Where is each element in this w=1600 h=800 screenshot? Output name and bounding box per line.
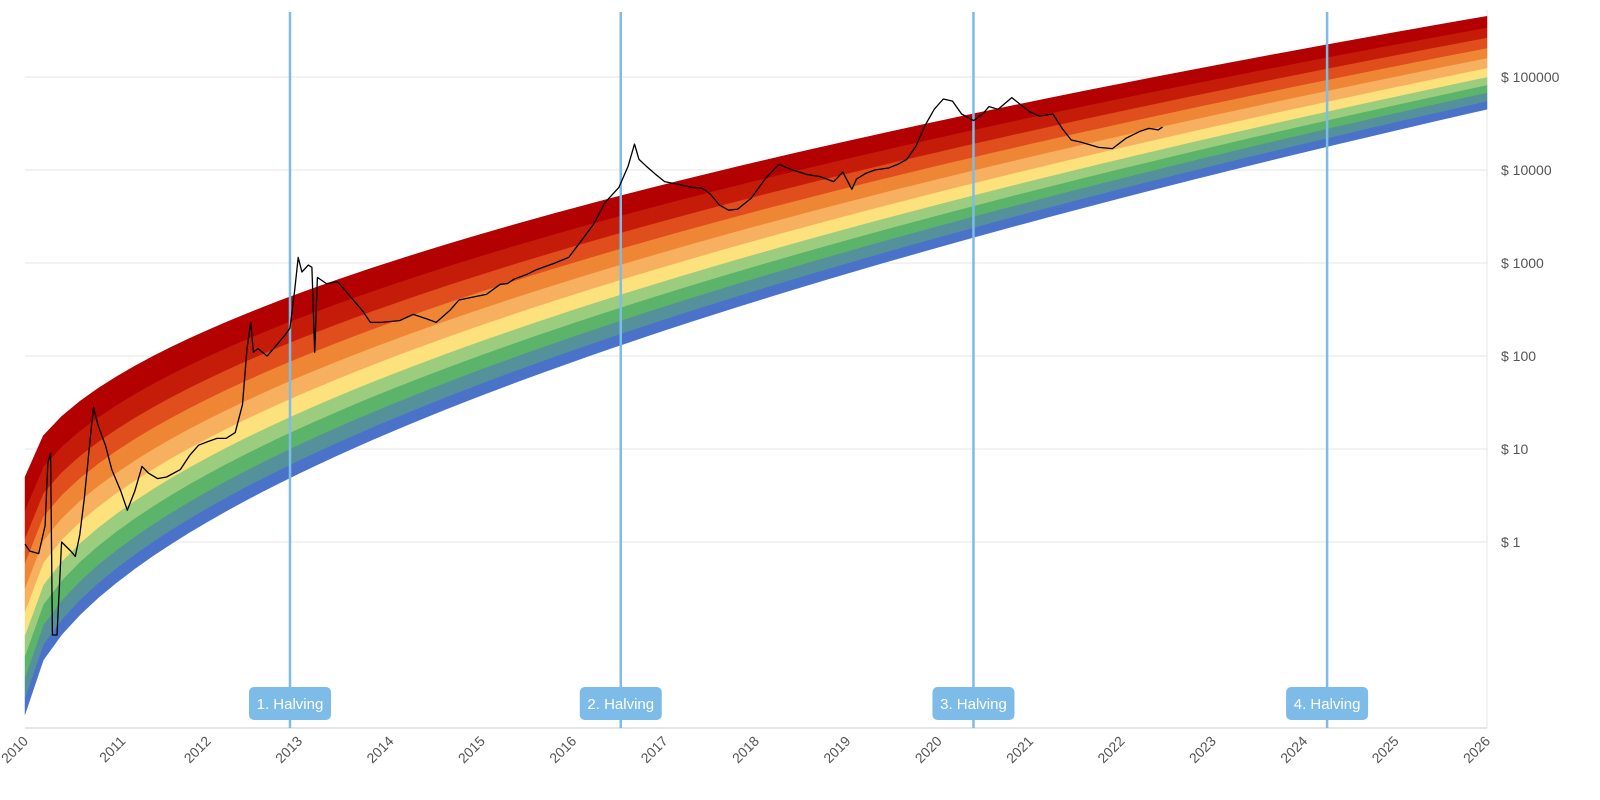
x-tick-label: 2025 xyxy=(1368,733,1401,766)
x-tick-label: 2020 xyxy=(912,733,945,766)
x-tick-label: 2012 xyxy=(181,733,214,766)
x-tick-label: 2026 xyxy=(1460,733,1493,766)
halving-label: 3. Halving xyxy=(940,696,1007,713)
halving-label: 4. Halving xyxy=(1294,696,1361,713)
halving-label: 1. Halving xyxy=(257,696,324,713)
x-tick-label: 2021 xyxy=(1003,733,1036,766)
y-tick-label: $ 100000 xyxy=(1501,69,1560,85)
halving-badge-background xyxy=(579,687,662,720)
x-tick-label: 2022 xyxy=(1094,733,1127,766)
halving-badge-background xyxy=(248,687,331,720)
x-tick-label: 2010 xyxy=(0,733,31,766)
price-series xyxy=(24,96,1163,636)
halving-badge-4: 4. Halving xyxy=(1286,687,1369,720)
x-tick-label: 2016 xyxy=(546,733,579,766)
halving-badge-2: 2. Halving xyxy=(579,687,662,720)
halving-lines xyxy=(288,12,1329,728)
x-tick-label: 2019 xyxy=(820,733,853,766)
price-line-0 xyxy=(24,96,1163,636)
halving-badges: 1. Halving 2. Halving 3. Halving 4. Halving xyxy=(248,687,1369,720)
halving-badge-background xyxy=(1286,687,1369,720)
rainbow-band-9 xyxy=(24,16,1488,511)
halving-label: 2. Halving xyxy=(587,696,654,713)
y-tick-label: $ 100 xyxy=(1501,348,1536,364)
halving-badge-1: 1. Halving xyxy=(248,687,331,720)
x-axis-tick-labels: 2010 2011 2012 2013 2014 2015 2016 2017 2018 2019… xyxy=(0,733,1493,766)
x-tick-label: 2014 xyxy=(363,733,396,766)
rainbow-bands xyxy=(24,16,1488,715)
halving-badge-background xyxy=(932,687,1015,720)
y-axis-tick-labels: $ 1 $ 10 $ 100 $ 1000 $ 10000 $ 100000 xyxy=(1501,69,1560,550)
x-tick-label: 2013 xyxy=(272,733,305,766)
x-tick-label: 2017 xyxy=(637,733,670,766)
y-tick-label: $ 1000 xyxy=(1501,255,1544,271)
y-tick-label: $ 10 xyxy=(1501,441,1528,457)
halving-badge-3: 3. Halving xyxy=(932,687,1015,720)
y-tick-label: $ 1 xyxy=(1501,534,1521,550)
x-tick-label: 2015 xyxy=(455,733,488,766)
x-tick-label: 2023 xyxy=(1186,733,1219,766)
x-tick-label: 2011 xyxy=(96,733,129,766)
x-tick-label: 2018 xyxy=(729,733,762,766)
x-tick-label: 2024 xyxy=(1277,733,1310,766)
y-tick-label: $ 10000 xyxy=(1501,162,1552,178)
